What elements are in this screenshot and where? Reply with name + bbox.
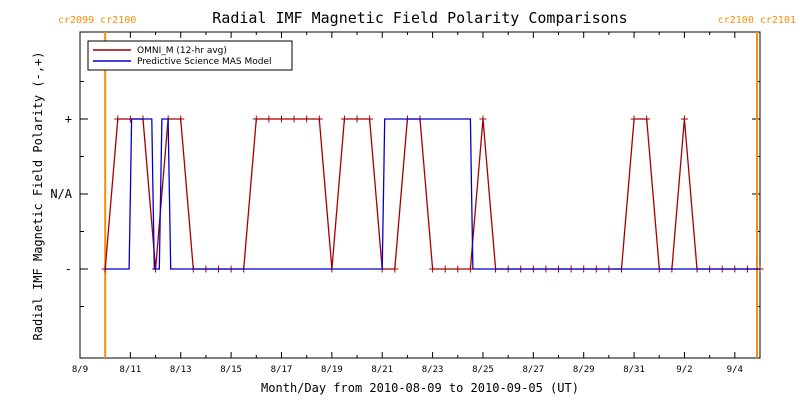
omni-data-point [315, 115, 323, 123]
omni-data-point [277, 115, 285, 123]
x-axis-label: Month/Day from 2010-08-09 to 2010-09-05 … [261, 381, 579, 395]
x-tick-label: 8/13 [170, 365, 192, 375]
x-tick-label: 9/2 [676, 365, 692, 375]
y-axis-label: Radial IMF Magnetic Field Polarity (-,+) [31, 52, 45, 341]
omni-data-point [366, 115, 374, 123]
omni-data-point [429, 265, 437, 273]
omni-data-point [391, 265, 399, 273]
omni-data-point [643, 115, 651, 123]
x-tick-label: 8/17 [271, 365, 293, 375]
omni-data-point [265, 115, 273, 123]
omni-data-point [303, 115, 311, 123]
x-tick-label: 8/23 [422, 365, 444, 375]
omni-data-point [680, 115, 688, 123]
x-tick-label: 8/29 [573, 365, 595, 375]
chart-title: Radial IMF Magnetic Field Polarity Compa… [212, 9, 627, 27]
y-tick-label: - [65, 262, 72, 276]
y-tick-label: + [65, 112, 72, 126]
x-tick-label: 8/21 [371, 365, 393, 375]
legend-box [87, 40, 293, 71]
omni-data-point [114, 115, 122, 123]
omni-data-point [630, 115, 638, 123]
omni-data-point [441, 265, 449, 273]
x-axis-ticks: 8/9 8/11 8/13 8/15 8/17 8/19 8/21 8/23 8/25 8/27 8… [72, 32, 743, 375]
legend: OMNI_M (12-hr avg) Predictive Science MA… [87, 40, 293, 71]
carrington-label: cr2099 cr2100 [58, 15, 136, 26]
omni-data-point [353, 115, 361, 123]
x-tick-label: 9/4 [727, 365, 743, 375]
x-tick-label: 8/15 [220, 365, 242, 375]
x-tick-label: 8/31 [623, 365, 645, 375]
omni-data-point [479, 115, 487, 123]
x-tick-label: 8/19 [321, 365, 343, 375]
series-line-model [105, 118, 760, 270]
omni-data-point [290, 115, 298, 123]
legend-label-model: Predictive Science MAS Model [137, 57, 272, 67]
omni-data-point [252, 115, 260, 123]
carrington-rotation-markers: cr2099 cr2100 cr2100 cr2101 [58, 15, 796, 358]
x-tick-label: 8/11 [120, 365, 142, 375]
x-tick-label: 8/9 [72, 365, 88, 375]
omni-data-point [454, 265, 462, 273]
x-tick-label: 8/27 [522, 365, 544, 375]
x-tick-label: 8/25 [472, 365, 494, 375]
carrington-label: cr2100 cr2101 [718, 15, 796, 26]
y-tick-label: N/A [50, 187, 72, 201]
data-series [101, 115, 764, 273]
omni-data-point [177, 115, 185, 123]
omni-data-point [340, 115, 348, 123]
legend-label-omni: OMNI_M (12-hr avg) [137, 46, 227, 56]
plot-frame [79, 31, 761, 359]
